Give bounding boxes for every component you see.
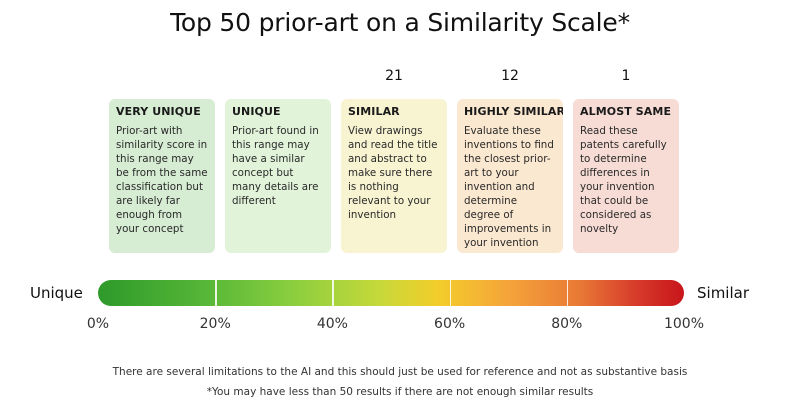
- category-description: Read these patents carefully to determin…: [580, 125, 667, 235]
- chart-title: Top 50 prior-art on a Similarity Scale*: [170, 8, 630, 37]
- bar-divider: [215, 280, 217, 306]
- category-title: SIMILAR: [348, 105, 400, 118]
- bar-divider: [332, 280, 334, 306]
- category-description: Prior-art found in this range may have a…: [232, 125, 319, 207]
- category-description: Evaluate these inventions to find the cl…: [464, 125, 554, 249]
- category-count: 12: [501, 68, 519, 84]
- category-count: 1: [621, 68, 631, 84]
- tick-label: 100%: [663, 316, 705, 332]
- category-title: ALMOST SAME: [580, 105, 672, 118]
- category-card-very-unique: VERY UNIQUE Prior-art with similarity sco…: [109, 99, 215, 253]
- footnote-results: *You may have less than 50 results if th…: [206, 386, 594, 398]
- bar-divider: [566, 280, 569, 306]
- category-title: UNIQUE: [232, 105, 281, 118]
- category-card-similar: SIMILAR View drawings and read the title …: [341, 99, 447, 253]
- category-card-unique: UNIQUE Prior-art found in this range may …: [225, 99, 331, 253]
- tick-label: 40%: [316, 316, 348, 332]
- tick-label: 60%: [434, 316, 466, 332]
- category-title: VERY UNIQUE: [116, 105, 201, 118]
- similarity-gradient-bar: [98, 280, 684, 306]
- bar-divider: [449, 280, 452, 306]
- category-card-highly-similar: HIGHLY SIMILAR Evaluate these inventions …: [457, 99, 563, 253]
- category-title: HIGHLY SIMILAR: [464, 105, 563, 118]
- category-description: Prior-art with similarity score in this …: [116, 125, 208, 235]
- footnote-limitation: There are several limitations to the AI …: [112, 366, 688, 378]
- tick-label: 0%: [86, 316, 110, 332]
- scale-right-label: Similar: [697, 284, 749, 302]
- category-card-almost-same: ALMOST SAME Read these patents carefully …: [573, 99, 679, 253]
- tick-label: 80%: [551, 316, 583, 332]
- tick-label: 20%: [199, 316, 231, 332]
- scale-left-label: Unique: [30, 284, 83, 302]
- category-description: View drawings and read the title and abs…: [348, 125, 438, 221]
- category-count: 21: [385, 68, 403, 84]
